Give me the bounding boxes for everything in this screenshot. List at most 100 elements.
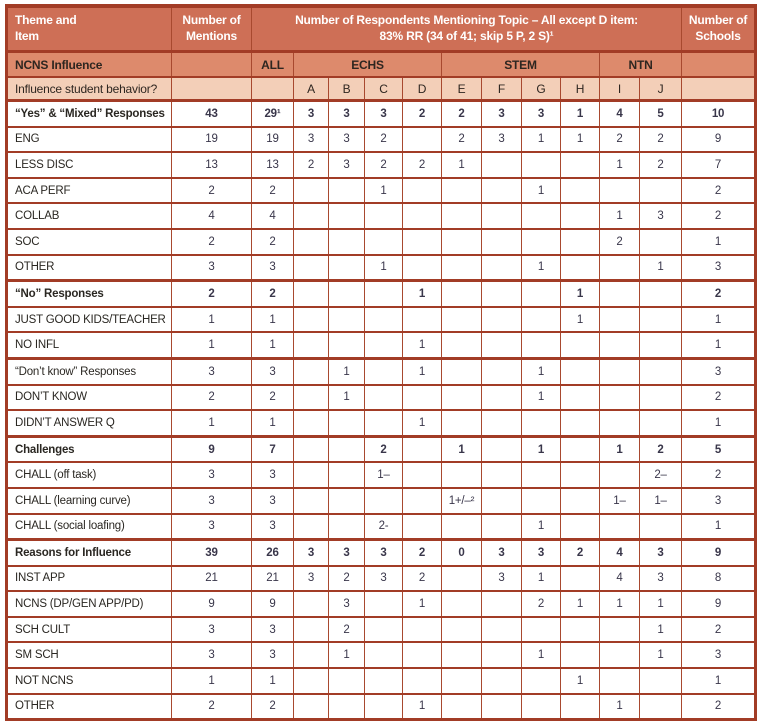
cell-mentions: 3: [171, 358, 252, 385]
cell-d: 2: [402, 152, 442, 178]
cell-h: 1: [560, 668, 600, 694]
cell-b: [328, 410, 365, 437]
cell-mentions: 9: [171, 436, 252, 463]
cell-f: [481, 693, 522, 720]
cell-c: [364, 228, 403, 255]
cell-i: [599, 254, 640, 281]
cell-e: [441, 591, 482, 617]
cell-e: 1+/–²: [441, 487, 482, 514]
cell-mentions: 3: [171, 462, 252, 488]
cell-a: [293, 228, 329, 255]
cell-all: 2: [251, 228, 294, 255]
cell-a: [293, 306, 329, 333]
cell-a: [293, 513, 329, 540]
row-label: SCH CULT: [6, 616, 172, 643]
cell-g: 1: [521, 513, 561, 540]
cell-d: 2: [402, 539, 442, 566]
cell-g: 1: [521, 126, 561, 153]
letters-mentions-spacer: [171, 77, 252, 101]
cell-h: [560, 254, 600, 281]
cell-all: 2: [251, 177, 294, 204]
cell-e: [441, 513, 482, 540]
cell-mentions: 13: [171, 152, 252, 178]
cell-i: [599, 384, 640, 411]
cell-d: 1: [402, 410, 442, 437]
cell-e: 2: [441, 126, 482, 153]
cell-d: [402, 668, 442, 694]
cell-e: [441, 668, 482, 694]
table-row: OTHER 2 2 1 1 2: [6, 693, 757, 720]
cell-b: 1: [328, 358, 365, 385]
cell-a: [293, 410, 329, 437]
cell-schools: 9: [681, 539, 757, 566]
cell-schools: 10: [681, 100, 757, 127]
cell-j: 1–: [638, 487, 683, 514]
cell-mentions: 4: [171, 203, 252, 229]
cell-g: [521, 616, 561, 643]
cell-f: [481, 410, 522, 437]
cell-mentions: 2: [171, 280, 252, 307]
cell-b: [328, 462, 365, 488]
row-label: Challenges: [6, 436, 172, 463]
cell-mentions: 3: [171, 254, 252, 281]
cell-e: [441, 384, 482, 411]
cell-c: [364, 668, 403, 694]
cell-mentions: 2: [171, 177, 252, 204]
subheader-ncns-influence: NCNS Influence: [6, 51, 172, 77]
cell-all: 1: [251, 410, 294, 437]
cell-i: [599, 280, 640, 307]
cell-i: 1: [599, 203, 640, 229]
cell-b: [328, 513, 365, 540]
row-label: ACA PERF: [6, 177, 172, 204]
cell-a: [293, 693, 329, 720]
cell-f: [481, 332, 522, 359]
cell-b: 2: [328, 616, 365, 643]
cell-a: [293, 254, 329, 281]
table-row: CHALL (learning curve) 3 3 1+/–² 1– 1– 3: [6, 487, 757, 514]
cell-e: [441, 358, 482, 385]
cell-c: [364, 280, 403, 307]
cell-a: [293, 280, 329, 307]
cell-i: 4: [599, 100, 640, 127]
subheader-all: ALL: [251, 51, 294, 77]
cell-g: 1: [521, 565, 561, 592]
cell-a: [293, 591, 329, 617]
cell-all: 3: [251, 254, 294, 281]
table-row: NO INFL 1 1 1 1: [6, 332, 757, 359]
cell-f: [481, 228, 522, 255]
cell-b: 1: [328, 384, 365, 411]
cell-h: 1: [560, 591, 600, 617]
table-body: “Yes” & “Mixed” Responses 43 29¹ 3 3 3 2 2 3 3 1 4 5…: [6, 100, 757, 720]
table-row: SM SCH 3 3 1 1 1 3: [6, 642, 757, 669]
cell-i: [599, 332, 640, 359]
cell-f: [481, 642, 522, 669]
letter-d: D: [402, 77, 442, 101]
cell-h: [560, 513, 600, 540]
cell-schools: 5: [681, 436, 757, 463]
row-label: COLLAB: [6, 203, 172, 229]
cell-c: [364, 332, 403, 359]
cell-i: 1–: [599, 487, 640, 514]
cell-e: [441, 616, 482, 643]
cell-j: 2: [638, 436, 683, 463]
row-label: NCNS (DP/GEN APP/PD): [6, 591, 172, 617]
cell-all: 3: [251, 616, 294, 643]
cell-all: 3: [251, 487, 294, 514]
cell-e: 1: [441, 152, 482, 178]
cell-h: 1: [560, 100, 600, 127]
cell-d: [402, 384, 442, 411]
subheader-group-echs: ECHS: [293, 51, 442, 77]
cell-mentions: 43: [171, 100, 252, 127]
row-label: “No” Responses: [6, 280, 172, 307]
letter-i: I: [599, 77, 640, 101]
cell-f: 3: [481, 565, 522, 592]
cell-j: 2: [638, 126, 683, 153]
cell-c: [364, 693, 403, 720]
cell-h: 2: [560, 539, 600, 566]
cell-f: [481, 152, 522, 178]
cell-mentions: 1: [171, 306, 252, 333]
cell-j: [638, 668, 683, 694]
cell-mentions: 3: [171, 513, 252, 540]
row-label: DON’T KNOW: [6, 384, 172, 411]
